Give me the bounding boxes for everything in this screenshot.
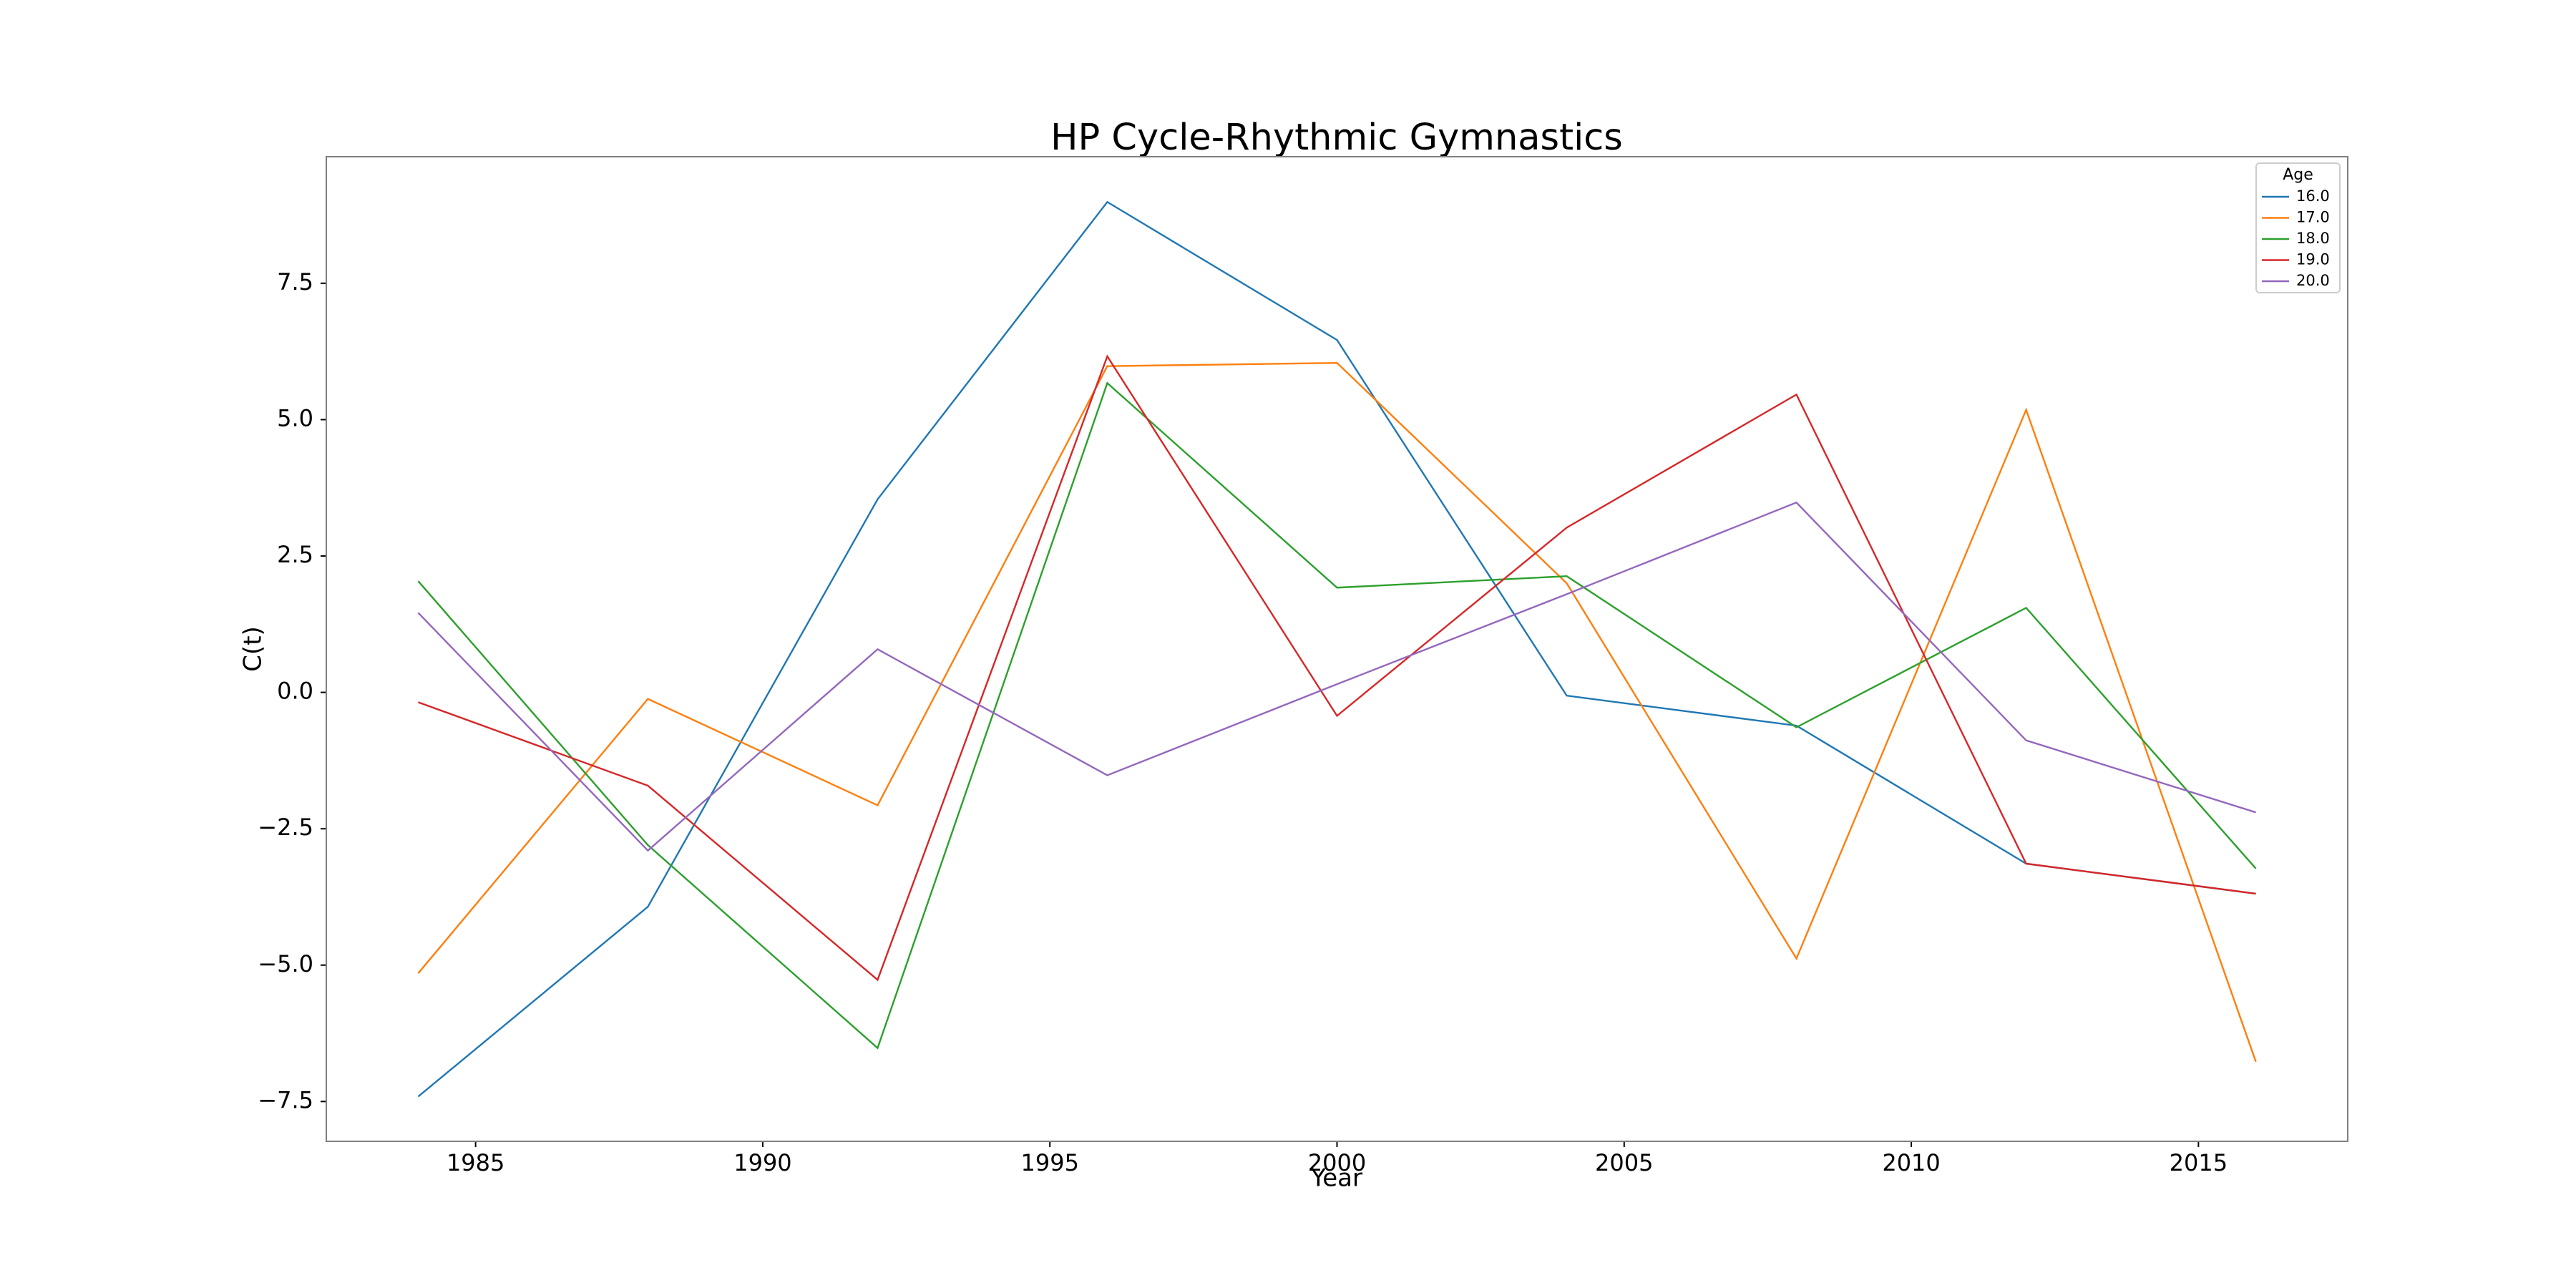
legend-title: Age	[2283, 166, 2313, 184]
series-line	[417, 361, 2257, 1063]
y-tick-label: −7.5	[258, 1086, 313, 1113]
x-axis-label: Year	[1310, 1164, 1362, 1193]
legend-label: 20.0	[2296, 272, 2330, 289]
x-tick-label: 1995	[1021, 1149, 1079, 1176]
series-line	[417, 200, 2256, 1098]
chart-title: HP Cycle-Rhythmic Gymnastics	[1050, 117, 1623, 159]
y-tick-label: −2.5	[258, 814, 313, 841]
x-tick-label: 1985	[447, 1149, 504, 1176]
plot-frame	[326, 156, 2348, 1142]
y-tick-label: 0.0	[277, 678, 313, 705]
x-tick-label: 1990	[733, 1149, 791, 1176]
x-tick-label: 2015	[2170, 1149, 2228, 1176]
legend-label: 16.0	[2296, 187, 2330, 205]
y-tick-label: 5.0	[277, 404, 313, 431]
x-tick-label: 2005	[1595, 1149, 1653, 1176]
legend-label: 19.0	[2296, 251, 2330, 268]
series-line	[417, 381, 2257, 1050]
x-tick-label: 2000	[1308, 1149, 1366, 1176]
x-tick-label: 2010	[1882, 1149, 1940, 1176]
series-line	[417, 501, 2256, 852]
y-tick-label: 7.5	[277, 268, 313, 296]
y-tick-label: −5.0	[258, 950, 313, 977]
legend-label: 17.0	[2296, 209, 2330, 226]
y-tick-label: 2.5	[277, 541, 313, 568]
legend-label: 18.0	[2296, 230, 2330, 247]
y-axis-label: C(t)	[239, 626, 268, 672]
series-line	[417, 354, 2256, 982]
